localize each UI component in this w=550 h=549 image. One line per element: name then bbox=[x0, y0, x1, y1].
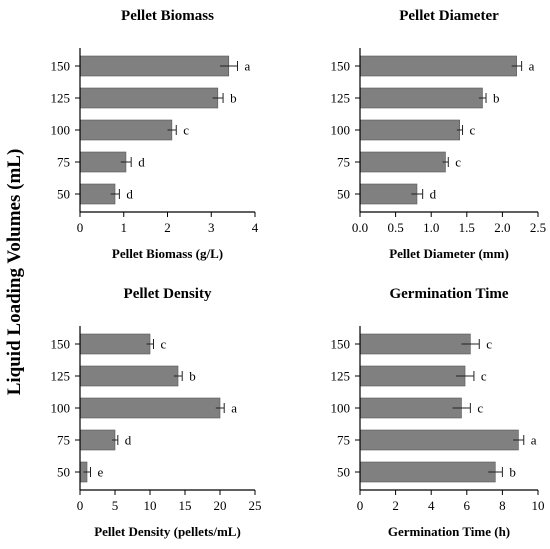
significance-letter-100: c bbox=[477, 401, 483, 416]
chart-title: Germination Time bbox=[389, 286, 508, 302]
x-tick-label-1: 5 bbox=[112, 498, 119, 513]
x-tick-label-0: 0 bbox=[77, 498, 84, 513]
x-tick-label-1: 1 bbox=[121, 220, 128, 235]
x-tick-label-2: 1.0 bbox=[423, 220, 439, 235]
y-tick-label-150: 150 bbox=[51, 337, 71, 352]
bar-150 bbox=[79, 333, 151, 355]
x-tick-label-1: 0.5 bbox=[387, 220, 403, 235]
chart-title: Pellet Biomass bbox=[121, 8, 214, 24]
x-tick-label-4: 2.0 bbox=[494, 220, 510, 235]
bar-75 bbox=[359, 151, 446, 173]
significance-letter-50: e bbox=[98, 465, 104, 480]
x-axis-label: Germination Time (h) bbox=[388, 524, 510, 539]
x-tick-label-4: 8 bbox=[499, 498, 506, 513]
significance-letter-50: b bbox=[509, 465, 516, 480]
bar-100 bbox=[359, 397, 462, 419]
bar-50 bbox=[79, 183, 116, 205]
significance-letter-50: d bbox=[126, 187, 133, 202]
x-tick-label-5: 2.5 bbox=[530, 220, 546, 235]
significance-letter-125: b bbox=[189, 369, 196, 384]
bar-50 bbox=[359, 183, 418, 205]
bar-75 bbox=[359, 429, 519, 451]
chart-title: Pellet Density bbox=[124, 286, 212, 302]
bar-125 bbox=[79, 365, 179, 387]
significance-letter-150: c bbox=[486, 337, 492, 352]
bar-100 bbox=[79, 119, 173, 141]
bar-100 bbox=[359, 119, 460, 141]
significance-letter-75: d bbox=[125, 433, 132, 448]
y-tick-label-125: 125 bbox=[51, 91, 71, 106]
x-tick-label-3: 15 bbox=[179, 498, 192, 513]
bar-150 bbox=[359, 333, 471, 355]
x-tick-label-5: 25 bbox=[249, 498, 262, 513]
y-tick-label-100: 100 bbox=[51, 123, 71, 138]
bar-150 bbox=[359, 55, 517, 77]
significance-letter-50: d bbox=[430, 187, 437, 202]
bar-150 bbox=[79, 55, 230, 77]
x-axis-label: Pellet Diameter (mm) bbox=[389, 246, 509, 261]
x-tick-label-0: 0.0 bbox=[352, 220, 368, 235]
significance-letter-75: d bbox=[138, 155, 145, 170]
bar-50 bbox=[359, 461, 496, 483]
x-tick-label-4: 20 bbox=[214, 498, 227, 513]
significance-letter-100: c bbox=[183, 123, 189, 138]
bar-75 bbox=[79, 429, 116, 451]
x-tick-label-0: 0 bbox=[77, 220, 84, 235]
x-tick-label-2: 10 bbox=[144, 498, 157, 513]
y-tick-label-75: 75 bbox=[337, 433, 350, 448]
bar-100 bbox=[79, 397, 221, 419]
x-tick-label-0: 0 bbox=[357, 498, 364, 513]
shared-y-axis-label: Liquid Loading Volumes (mL) bbox=[4, 149, 25, 396]
y-tick-label-100: 100 bbox=[51, 401, 71, 416]
significance-letter-75: c bbox=[455, 155, 461, 170]
x-axis-label: Pellet Density (pellets/mL) bbox=[94, 524, 241, 539]
y-tick-label-150: 150 bbox=[51, 59, 71, 74]
significance-letter-125: b bbox=[493, 91, 500, 106]
x-tick-label-1: 2 bbox=[392, 498, 399, 513]
y-tick-label-75: 75 bbox=[57, 155, 70, 170]
y-tick-label-100: 100 bbox=[331, 401, 351, 416]
y-tick-label-125: 125 bbox=[331, 369, 351, 384]
significance-letter-100: a bbox=[231, 401, 237, 416]
significance-letter-150: c bbox=[161, 337, 167, 352]
chart-panel-3: Pellet Density c 150 b 125 a 100 d 75 e 50 0 5 10 15 20… bbox=[51, 286, 262, 539]
y-tick-label-50: 50 bbox=[57, 187, 70, 202]
bar-75 bbox=[79, 151, 127, 173]
x-tick-label-3: 1.5 bbox=[459, 220, 475, 235]
y-tick-label-50: 50 bbox=[57, 465, 70, 480]
chart-title: Pellet Diameter bbox=[399, 8, 499, 24]
y-tick-label-125: 125 bbox=[51, 369, 71, 384]
significance-letter-100: c bbox=[470, 123, 476, 138]
chart-panel-2: Pellet Diameter a 150 b 125 c 100 c 75 d 50 0.0 0.5 1… bbox=[331, 8, 547, 261]
bar-125 bbox=[79, 87, 219, 109]
x-tick-label-2: 4 bbox=[428, 498, 435, 513]
y-tick-label-125: 125 bbox=[331, 91, 351, 106]
y-tick-label-50: 50 bbox=[337, 187, 350, 202]
significance-letter-75: a bbox=[531, 433, 537, 448]
x-tick-label-4: 4 bbox=[252, 220, 259, 235]
chart-panel-4: Germination Time c 150 c 125 c 100 a 75 b 50 0 2 4 6 8 1… bbox=[331, 286, 545, 539]
significance-letter-125: c bbox=[481, 369, 487, 384]
y-tick-label-150: 150 bbox=[331, 59, 351, 74]
x-axis-label: Pellet Biomass (g/L) bbox=[112, 246, 223, 261]
significance-letter-125: b bbox=[230, 91, 237, 106]
significance-letter-150: a bbox=[529, 59, 535, 74]
x-tick-label-3: 3 bbox=[208, 220, 215, 235]
bar-125 bbox=[359, 365, 466, 387]
significance-letter-150: a bbox=[245, 59, 251, 74]
x-tick-label-3: 6 bbox=[464, 498, 471, 513]
y-tick-label-100: 100 bbox=[331, 123, 351, 138]
y-tick-label-75: 75 bbox=[337, 155, 350, 170]
x-tick-label-5: 10 bbox=[532, 498, 545, 513]
bar-125 bbox=[359, 87, 483, 109]
chart-panel-1: Pellet Biomass a 150 b 125 c 100 d 75 d 50 0 1 2 3 4 Pel… bbox=[51, 8, 259, 261]
y-tick-label-75: 75 bbox=[57, 433, 70, 448]
x-tick-label-2: 2 bbox=[164, 220, 171, 235]
y-tick-label-50: 50 bbox=[337, 465, 350, 480]
y-tick-label-150: 150 bbox=[331, 337, 351, 352]
